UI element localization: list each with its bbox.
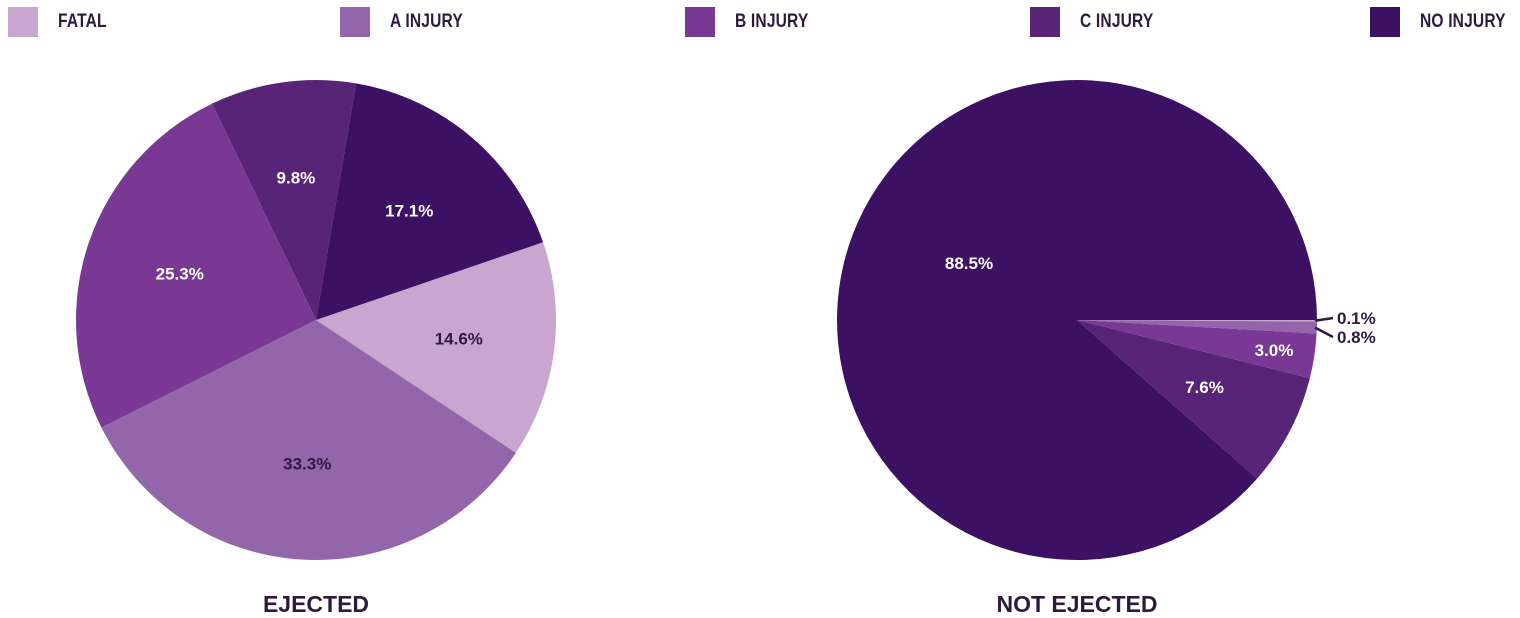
pie-slice-ejected-a-injury xyxy=(101,320,516,561)
slice-label-not-ejected-fatal: 0.1% xyxy=(1337,309,1376,328)
legend-swatch-no-injury xyxy=(1370,7,1400,37)
leader-line-not-ejected-a-injury xyxy=(1314,326,1334,339)
pie-slice-ejected-c-injury xyxy=(212,79,357,320)
pie-chart-ejected: 14.6% 33.3% 25.3% 9.8% 17.1% xyxy=(75,79,556,561)
pie-slice-ejected-b-injury xyxy=(75,103,317,428)
legend-swatch-a-injury xyxy=(340,7,370,37)
pie-slice-not-ejected-fatal xyxy=(1077,320,1317,322)
legend-swatch-b-injury xyxy=(685,7,715,37)
slice-label-not-ejected-c-injury: 7.6% xyxy=(1185,378,1224,397)
pie-slice-not-ejected-b-injury xyxy=(1077,320,1317,379)
legend-label-c-injury: C INJURY xyxy=(1080,11,1154,32)
legend-item-fatal: FATAL xyxy=(8,7,117,37)
pie-slice-not-ejected-no-injury xyxy=(837,79,1317,561)
legend-label-b-injury: B INJURY xyxy=(735,11,809,32)
leader-line-not-ejected-fatal xyxy=(1314,316,1334,322)
legend-swatch-fatal xyxy=(8,7,38,37)
pie-slice-ejected-fatal xyxy=(316,242,556,453)
legend-item-c-injury: C INJURY xyxy=(1030,7,1170,37)
slice-label-ejected-b-injury: 25.3% xyxy=(156,264,204,283)
legend-label-a-injury: A INJURY xyxy=(390,11,463,32)
pie-slice-ejected-no-injury xyxy=(316,83,544,320)
legend: FATAL A INJURY B INJURY C INJURY NO INJU… xyxy=(0,7,1520,41)
legend-item-no-injury: NO INJURY xyxy=(1370,7,1520,37)
legend-item-a-injury: A INJURY xyxy=(340,7,479,37)
pie-chart-not-ejected: 0.1%0.8% 3.0% 7.6% 88.5% xyxy=(837,79,1376,561)
pie-slice-not-ejected-a-injury xyxy=(1077,320,1317,334)
legend-item-b-injury: B INJURY xyxy=(685,7,825,37)
pie-title-not-ejected: NOT EJECTED xyxy=(996,591,1157,617)
legend-label-no-injury: NO INJURY xyxy=(1420,11,1506,32)
slice-label-ejected-a-injury: 33.3% xyxy=(283,455,331,474)
slice-label-not-ejected-a-injury: 0.8% xyxy=(1337,328,1376,347)
slice-label-ejected-fatal: 14.6% xyxy=(435,329,483,348)
legend-label-fatal: FATAL xyxy=(58,11,107,32)
legend-swatch-c-injury xyxy=(1030,7,1060,37)
slice-label-ejected-no-injury: 17.1% xyxy=(385,201,433,220)
slice-label-not-ejected-b-injury: 3.0% xyxy=(1255,341,1294,360)
pie-title-ejected: EJECTED xyxy=(263,591,369,617)
pie-slice-not-ejected-c-injury xyxy=(1077,320,1310,479)
slice-label-ejected-c-injury: 9.8% xyxy=(277,168,316,187)
slice-label-not-ejected-no-injury: 88.5% xyxy=(945,254,993,273)
